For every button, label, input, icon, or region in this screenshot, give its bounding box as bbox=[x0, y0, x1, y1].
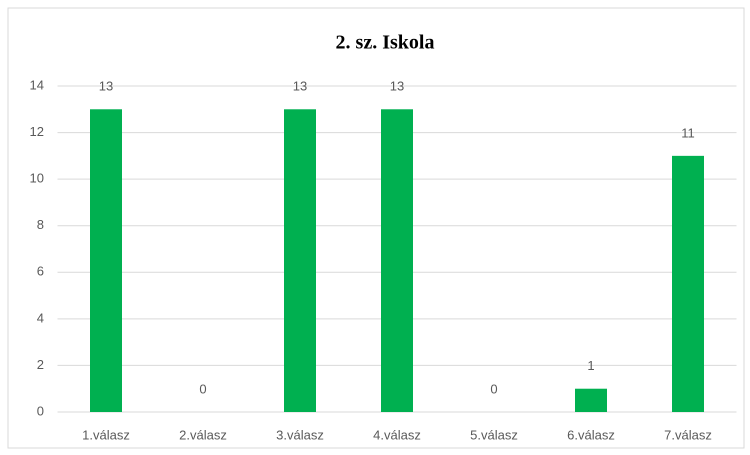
bar bbox=[575, 388, 607, 412]
x-tick-label: 2.válasz bbox=[179, 427, 227, 442]
bar bbox=[90, 109, 122, 413]
chart-title: 2. sz. Iskola bbox=[336, 32, 435, 54]
bar bbox=[381, 109, 413, 413]
x-tick-label: 5.válasz bbox=[470, 427, 518, 442]
y-tick-label: 4 bbox=[37, 310, 44, 325]
y-tick-label: 0 bbox=[37, 403, 44, 418]
data-label: 11 bbox=[681, 125, 695, 140]
x-tick-label: 4.válasz bbox=[373, 427, 421, 442]
y-tick-label: 10 bbox=[30, 171, 44, 186]
x-tick-label: 7.válasz bbox=[664, 427, 712, 442]
y-tick-label: 8 bbox=[37, 217, 44, 232]
data-label: 13 bbox=[390, 79, 404, 94]
data-label: 0 bbox=[199, 381, 206, 396]
y-tick-label: 6 bbox=[37, 264, 44, 279]
data-label: 1 bbox=[587, 358, 594, 373]
bar bbox=[284, 109, 316, 413]
data-label: 13 bbox=[99, 79, 113, 94]
y-tick-label: 14 bbox=[30, 77, 44, 92]
x-tick-label: 6.válasz bbox=[567, 427, 615, 442]
chart-frame bbox=[7, 7, 745, 449]
data-label: 13 bbox=[293, 79, 307, 94]
bar bbox=[672, 155, 704, 412]
x-tick-label: 1.válasz bbox=[82, 427, 130, 442]
x-tick-label: 3.válasz bbox=[276, 427, 324, 442]
y-tick-label: 2 bbox=[37, 357, 44, 372]
y-tick-label: 12 bbox=[30, 124, 44, 139]
data-label: 0 bbox=[490, 381, 497, 396]
